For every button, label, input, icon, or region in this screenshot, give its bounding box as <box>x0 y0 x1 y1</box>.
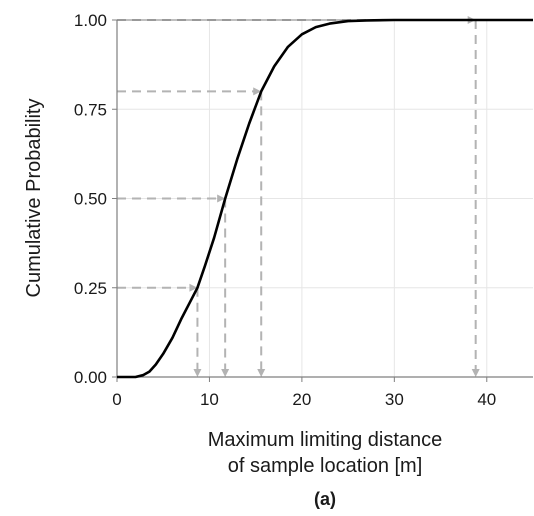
axes <box>112 19 533 382</box>
y-tick-label-2: 0.50 <box>74 190 107 209</box>
x-tick-label-1: 10 <box>200 390 219 409</box>
y-tick-label-3: 0.75 <box>74 100 107 119</box>
reference-v-arrow-0 <box>193 369 202 377</box>
y-tick-label-1: 0.25 <box>74 279 107 298</box>
x-tick-label-0: 0 <box>112 390 121 409</box>
panel-label: (a) <box>314 489 336 509</box>
reference-h-arrow-0 <box>189 283 198 292</box>
x-axis-title-line1: Maximum limiting distance <box>208 429 443 451</box>
reference-h-arrow-1 <box>217 194 226 203</box>
reference-v-arrow-3 <box>471 369 480 377</box>
reference-v-arrow-2 <box>257 369 266 377</box>
x-tick-label-3: 30 <box>385 390 404 409</box>
series-line-0 <box>117 18 533 379</box>
x-tick-labels: 0 10 20 30 40 <box>112 390 496 409</box>
reference-h-arrow-2 <box>253 87 262 96</box>
reference-lines <box>117 16 480 377</box>
x-tick-label-2: 20 <box>292 390 311 409</box>
x-axis-title-line2: of sample location [m] <box>228 455 423 477</box>
y-tick-label-0: 0.00 <box>74 368 107 387</box>
reference-v-arrow-1 <box>221 369 230 377</box>
y-tick-labels: 0.00 0.25 0.50 0.75 1.00 <box>74 11 107 387</box>
series-curve-group <box>117 18 533 379</box>
x-tick-label-4: 40 <box>477 390 496 409</box>
grid <box>117 19 533 377</box>
y-axis-title: Cumulative Probability <box>23 99 45 298</box>
y-tick-label-4: 1.00 <box>74 11 107 30</box>
